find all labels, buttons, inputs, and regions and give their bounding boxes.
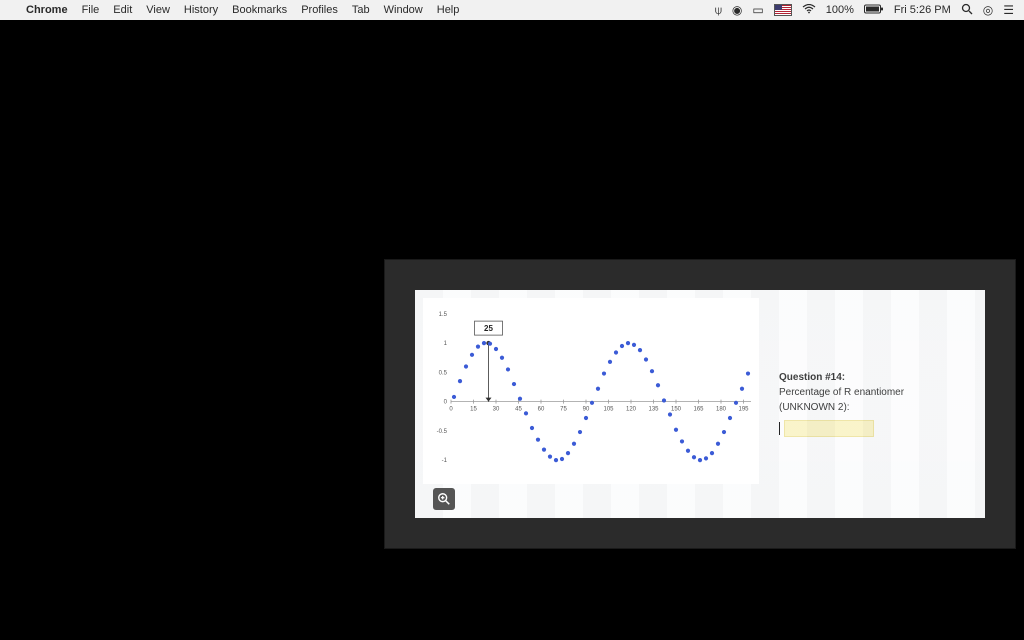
sync-tray-icon[interactable]: ◉ — [732, 4, 742, 16]
svg-text:-1: -1 — [442, 458, 448, 464]
menu-history[interactable]: History — [184, 4, 218, 16]
menu-tab[interactable]: Tab — [352, 4, 370, 16]
menu-help[interactable]: Help — [437, 4, 460, 16]
svg-text:0: 0 — [449, 407, 453, 413]
svg-text:90: 90 — [583, 407, 590, 413]
svg-text:1: 1 — [444, 341, 448, 347]
svg-text:120: 120 — [626, 407, 637, 413]
question-subtext: (UNKNOWN 2): — [779, 401, 850, 415]
svg-text:105: 105 — [603, 407, 614, 413]
question-panel: Question #14: Percentage of R enantiomer… — [767, 290, 985, 518]
spotlight-icon[interactable] — [961, 3, 973, 17]
svg-text:135: 135 — [648, 407, 659, 413]
svg-text:75: 75 — [560, 407, 567, 413]
menu-window[interactable]: Window — [384, 4, 423, 16]
menu-view[interactable]: View — [146, 4, 170, 16]
clock[interactable]: Fri 5:26 PM — [894, 4, 951, 16]
svg-text:0.5: 0.5 — [439, 370, 448, 376]
question-text: Percentage of R enantiomer — [779, 386, 904, 400]
presentation-frame: 0 15 30 45 60 75 90 105 120 135 150 165 180 195 -1 -0.5… — [385, 260, 1015, 548]
svg-text:-0.5: -0.5 — [437, 429, 448, 435]
siri-icon[interactable]: ◎ — [983, 4, 993, 16]
menu-file[interactable]: File — [82, 4, 100, 16]
chart-panel: 0 15 30 45 60 75 90 105 120 135 150 165 180 195 -1 -0.5… — [415, 290, 767, 524]
svg-text:165: 165 — [693, 407, 704, 413]
svg-text:60: 60 — [538, 407, 545, 413]
svg-text:0: 0 — [444, 400, 448, 406]
app-menu: Chrome File Edit View History Bookmarks … — [22, 4, 459, 16]
battery-percent: 100% — [826, 4, 854, 16]
svg-text:180: 180 — [716, 407, 727, 413]
text-cursor — [779, 422, 780, 435]
menu-edit[interactable]: Edit — [113, 4, 132, 16]
svg-text:195: 195 — [738, 407, 749, 413]
display-tray-icon[interactable]: ▭ — [752, 4, 763, 16]
menu-profiles[interactable]: Profiles — [301, 4, 338, 16]
wifi-icon[interactable] — [802, 4, 816, 16]
input-source-flag-icon[interactable] — [774, 4, 792, 16]
question-title: Question #14: — [779, 371, 845, 385]
svg-text:1.5: 1.5 — [439, 312, 448, 318]
svg-text:25: 25 — [484, 324, 493, 333]
menu-bookmarks[interactable]: Bookmarks — [232, 4, 287, 16]
svg-text:150: 150 — [671, 407, 682, 413]
macos-menubar: Chrome File Edit View History Bookmarks … — [0, 0, 1024, 20]
app-name[interactable]: Chrome — [26, 4, 68, 16]
battery-icon[interactable] — [864, 4, 884, 16]
answer-input[interactable] — [784, 420, 874, 437]
question-card: 0 15 30 45 60 75 90 105 120 135 150 165 180 195 -1 -0.5… — [415, 290, 985, 518]
control-center-icon[interactable]: ☰ — [1003, 4, 1014, 16]
magnifier-plus-icon — [437, 492, 451, 506]
menubar-status-area: ⍦ ◉ ▭ 100% Fri 5:26 PM ◎ ☰ — [715, 3, 1024, 17]
sine-chart: 0 15 30 45 60 75 90 105 120 135 150 165 180 195 -1 -0.5… — [423, 298, 759, 484]
owl-tray-icon[interactable]: ⍦ — [715, 4, 722, 16]
svg-text:30: 30 — [493, 407, 500, 413]
svg-text:15: 15 — [470, 407, 477, 413]
svg-text:45: 45 — [515, 407, 522, 413]
zoom-in-button[interactable] — [433, 488, 455, 510]
